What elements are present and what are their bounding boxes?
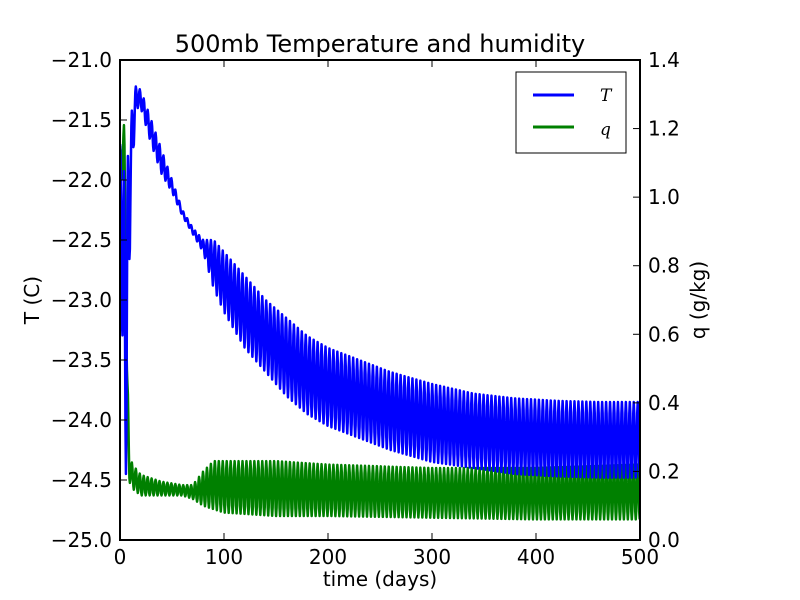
ticks-layer: 0 100 200 300 400 500 −21.0 −21.5 −22.0 −22.5 −23.… xyxy=(51,48,680,569)
series-line-t xyxy=(120,85,640,479)
legend-box xyxy=(515,71,627,154)
y2-tick-label: 1.4 xyxy=(648,48,680,72)
y2-tick-label: 0.4 xyxy=(648,391,680,415)
y-axis-title: T (C) xyxy=(20,276,44,325)
y2-tick-label: 0.8 xyxy=(648,254,680,278)
y-tick-label: −23.5 xyxy=(51,348,112,372)
y2-tick-label: 1.0 xyxy=(648,185,680,209)
x-tick-label: 0 xyxy=(114,545,127,569)
x-tick-label: 500 xyxy=(621,545,659,569)
y2-tick-label: 0.0 xyxy=(648,528,680,552)
y-tick-label: −22.0 xyxy=(51,168,112,192)
y-tick-label: −21.5 xyxy=(51,108,112,132)
y2-axis-title: q (g/kg) xyxy=(686,261,710,339)
x-tick-label: 200 xyxy=(309,545,347,569)
y-tick-label: −22.5 xyxy=(51,228,112,252)
legend-label-t: T xyxy=(600,86,613,106)
x-axis-title: time (days) xyxy=(323,567,437,591)
legend: T q xyxy=(515,71,627,154)
y2-tick-label: 1.2 xyxy=(648,117,680,141)
y-tick-label: −21.0 xyxy=(51,48,112,72)
y-tick-label: −25.0 xyxy=(51,528,112,552)
x-tick-label: 100 xyxy=(205,545,243,569)
legend-label-q: q xyxy=(600,120,611,140)
x-tick-label: 300 xyxy=(413,545,451,569)
plot-series-layer xyxy=(120,85,640,521)
y2-tick-label: 0.6 xyxy=(648,322,680,346)
chart-title: 500mb Temperature and humidity xyxy=(175,30,585,58)
y2-tick-label: 0.2 xyxy=(648,459,680,483)
x-tick-label: 400 xyxy=(517,545,555,569)
y-tick-label: −24.0 xyxy=(51,408,112,432)
series-line-q xyxy=(120,123,640,521)
y-tick-label: −23.0 xyxy=(51,288,112,312)
y-tick-label: −24.5 xyxy=(51,468,112,492)
